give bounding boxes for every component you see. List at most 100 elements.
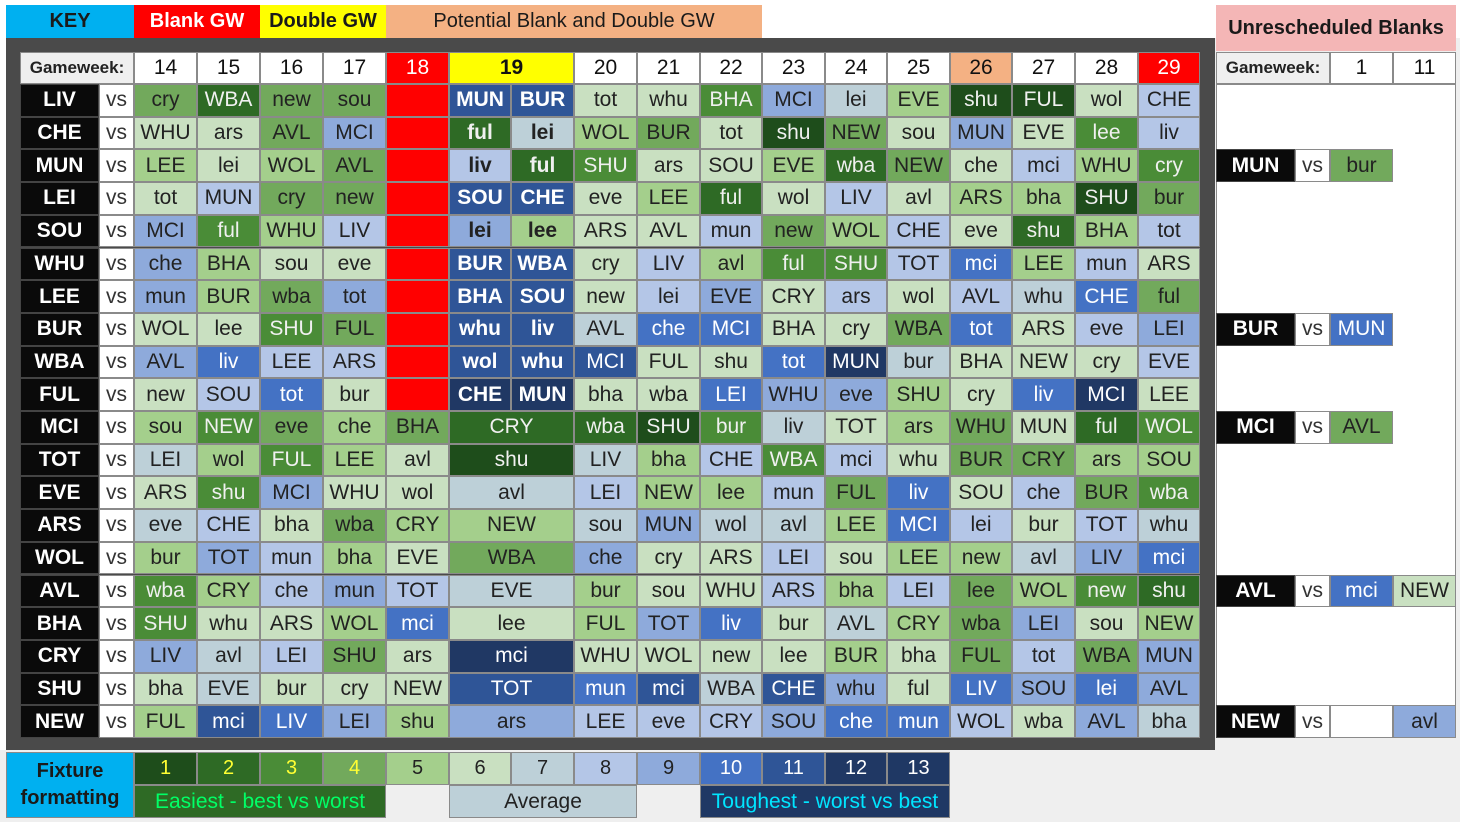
fdr-level-5: 5: [386, 752, 449, 785]
fixture-cell: LIV: [134, 639, 197, 673]
fdr-level-8: 8: [574, 752, 637, 785]
gameweek-23: 23: [762, 52, 825, 84]
fixture-cell: eve: [574, 182, 637, 215]
fixture-cell: LEE: [260, 345, 323, 379]
fixture-cell: ARS: [260, 607, 323, 640]
fixture-cell: mci: [386, 607, 449, 640]
fixture-cell: cry: [825, 312, 887, 346]
fixture-cell: bha: [323, 541, 386, 575]
vs-label: vs: [1295, 574, 1330, 608]
fixture-cell: eve: [950, 214, 1012, 248]
fixture-cell: WBA: [449, 541, 574, 575]
fixture-cell: WOL: [1012, 574, 1075, 608]
unresched-team-avl: AVL: [1216, 574, 1295, 608]
fixture-cell: CHE: [1075, 280, 1138, 313]
unresched-team-bur: BUR: [1216, 312, 1295, 346]
fixture-cell: BHA: [762, 312, 825, 346]
fixture-cell: EVE: [386, 541, 449, 575]
fixture-cell: MCI: [1075, 378, 1138, 411]
fixture-cell: ARS: [1012, 312, 1075, 346]
fixture-cell: bur: [887, 345, 950, 379]
fixture-cell: MUN: [1138, 639, 1200, 673]
team-avl: AVL: [20, 574, 99, 608]
fixture-cell: LIV: [574, 443, 637, 477]
fixture-cell: BHA: [950, 345, 1012, 379]
fdr-level-3: 3: [260, 752, 323, 785]
vs-label: vs: [99, 705, 134, 738]
fixture-cell: MCI: [700, 312, 762, 346]
team-lei: LEI: [20, 182, 99, 215]
fixture-cell: LEI: [323, 705, 386, 738]
fixture-cell: MCI: [762, 84, 825, 117]
fixture-cell: shu: [762, 116, 825, 150]
fixture-cell: wol: [197, 443, 260, 477]
fixture-cell: FUL: [950, 639, 1012, 673]
fixture-cell: ars: [449, 705, 574, 738]
gameweek-29: 29: [1138, 52, 1200, 84]
fixture-cell: lei: [950, 509, 1012, 542]
fixture-cell: SHU: [260, 312, 323, 346]
fixture-cell: WOL: [950, 705, 1012, 738]
vs-label: vs: [1295, 705, 1330, 738]
fixture-cell: LIV: [950, 672, 1012, 706]
vs-label: vs: [99, 574, 134, 608]
fixture-cell: MCI: [134, 214, 197, 248]
fdr-level-7: 7: [511, 752, 574, 785]
fixture-cell: cry: [574, 247, 637, 281]
fdr-level-10: 10: [700, 752, 762, 785]
fixture-cell: whu: [1138, 509, 1200, 542]
fixture-cell: tot: [1138, 214, 1200, 248]
blank-gw-cell: [386, 182, 449, 215]
vs-label: vs: [99, 411, 134, 444]
fixture-cell: LEE: [887, 541, 950, 575]
fixture-cell: sou: [260, 247, 323, 281]
fixture-cell: mun: [887, 705, 950, 738]
fixture-cell: lei: [825, 84, 887, 117]
fixture-cell: SOU: [1012, 672, 1075, 706]
fixture-cell: TOT: [887, 247, 950, 281]
fdr-level-2: 2: [197, 752, 260, 785]
fixture-cell: ARS: [574, 214, 637, 248]
vs-label: vs: [99, 541, 134, 575]
fixture-cell: MCI: [887, 509, 950, 542]
fixture-cell: CHE: [1138, 84, 1200, 117]
key-unrescheduled-blanks: Unrescheduled Blanks: [1216, 5, 1456, 51]
gameweek-24: 24: [825, 52, 887, 84]
fixture-cell: ful: [887, 672, 950, 706]
fixture-cell: eve: [825, 378, 887, 411]
vs-label: vs: [99, 149, 134, 183]
fixture-cell: liv: [511, 312, 574, 346]
unresched-team-new: NEW: [1216, 705, 1295, 738]
fixture-cell: wba: [1012, 705, 1075, 738]
unresched-fixture-cell: AVL: [1330, 411, 1393, 444]
fixture-cell: LIV: [260, 705, 323, 738]
fixture-cell: WBA: [1075, 639, 1138, 673]
fixture-cell: wba: [134, 574, 197, 608]
fixture-cell: WOL: [637, 639, 700, 673]
fixture-cell: EVE: [1138, 345, 1200, 379]
fixture-cell: WBA: [700, 672, 762, 706]
fixture-cell: LEI: [887, 574, 950, 608]
fixture-cell: mci: [637, 672, 700, 706]
fixture-cell: BUR: [1075, 476, 1138, 510]
blank-gw-cell: [386, 149, 449, 183]
vs-label: vs: [1295, 312, 1330, 346]
fixture-cell: lei: [637, 280, 700, 313]
fixture-cell: bur: [323, 378, 386, 411]
fixture-cell: tot: [323, 280, 386, 313]
unresched-fixture-cell: [1330, 705, 1393, 738]
fdr-level-12: 12: [825, 752, 887, 785]
fixture-cell: FUL: [323, 312, 386, 346]
fixture-cell: sou: [574, 509, 637, 542]
fixture-cell: NEW: [887, 149, 950, 183]
fixture-cell: WHU: [574, 639, 637, 673]
key-potential-gw: Potential Blank and Double GW: [386, 5, 762, 38]
fixture-cell: CRY: [762, 280, 825, 313]
fixture-cell: bha: [260, 509, 323, 542]
fixture-cell: whu: [1012, 280, 1075, 313]
fixture-cell: ful: [197, 214, 260, 248]
fixture-cell: bur: [1012, 509, 1075, 542]
fixture-cell: AVL: [323, 149, 386, 183]
fixture-cell: new: [260, 84, 323, 117]
fixture-cell: LEI: [1138, 312, 1200, 346]
